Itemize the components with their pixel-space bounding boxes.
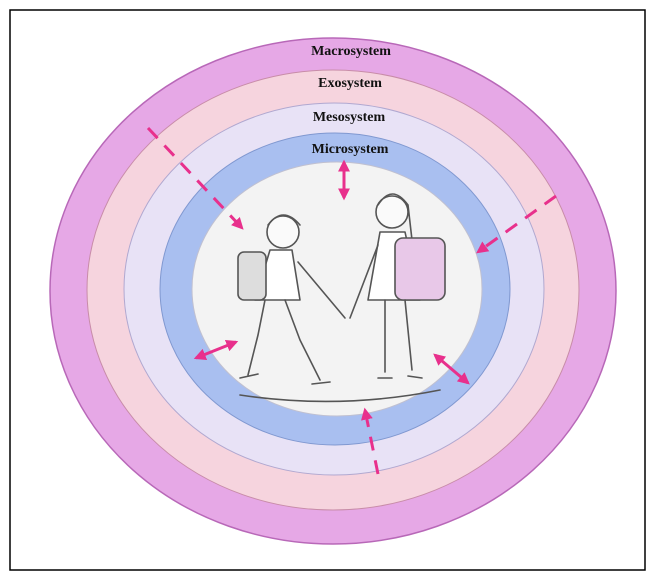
- layer-label: Exosystem: [318, 76, 382, 91]
- layer-label: Microsystem: [312, 142, 389, 157]
- layer-label: Macrosystem: [311, 44, 391, 59]
- diagram: Macrosystem Exosystem Mesosystem Microsy…: [0, 0, 655, 580]
- layer-label: Mesosystem: [313, 110, 386, 125]
